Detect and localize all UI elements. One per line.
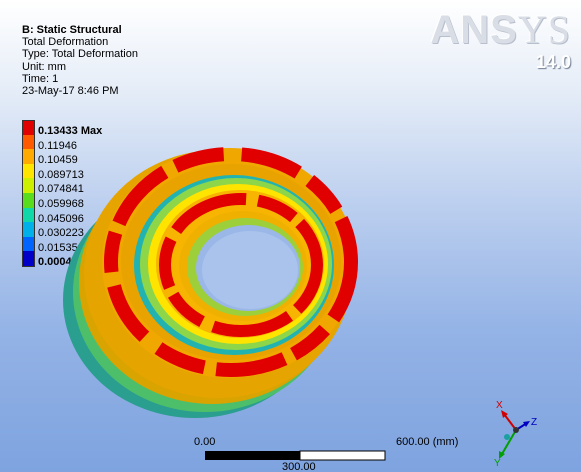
legend-swatch [22,134,35,150]
legend-swatch [22,236,35,252]
analysis-title: B: Static Structural [22,24,122,36]
legend-label: 0.10459 [38,154,78,167]
result-type: Type: Total Deformation [22,48,138,61]
ansys-brand: ANSYS [430,7,571,52]
legend-label: 0.059968 [38,197,84,210]
legend-swatch [22,163,35,179]
axis-triad[interactable]: X Z Y [486,396,546,468]
legend-swatch [22,251,35,267]
z-axis-label: Z [531,417,537,428]
scale-mid-label: 300.00 [282,461,316,472]
version-label: 14.0 [535,52,571,72]
scale-right-label: 600.00 (mm) [396,436,459,448]
legend-label: 0.074841 [38,183,84,196]
legend-label: 0.015351 [38,241,84,254]
legend-swatch [22,207,35,223]
legend-swatch [22,222,35,237]
x-axis-icon [503,413,517,431]
legend-swatch [22,192,35,208]
y-axis-icon [501,429,517,455]
result-info: B: Static Structural Total Deformation T… [22,24,138,97]
result-name: Total Deformation [22,36,109,49]
legend-label: 0.045096 [38,212,84,225]
scale-left-label: 0.00 [194,436,216,448]
legend-swatch [22,120,35,136]
y-axis-label: Y [494,458,501,468]
result-unit: Unit: mm [22,60,66,73]
result-date: 23-May-17 8:46 PM [22,85,119,98]
legend-swatch [22,178,35,193]
result-time: Time: 1 [22,72,59,85]
x-axis-label: X [496,400,503,411]
bore-hole [196,225,300,311]
legend-label: 0.089713 [38,168,84,181]
ansys-logo: ANSYS 14.0 [430,10,571,73]
legend-label: 0.030223 [38,227,84,240]
legend-label: 0.11946 [38,139,77,152]
legend-label: 0.13433 Max [38,125,103,137]
legend-swatch [22,149,35,164]
